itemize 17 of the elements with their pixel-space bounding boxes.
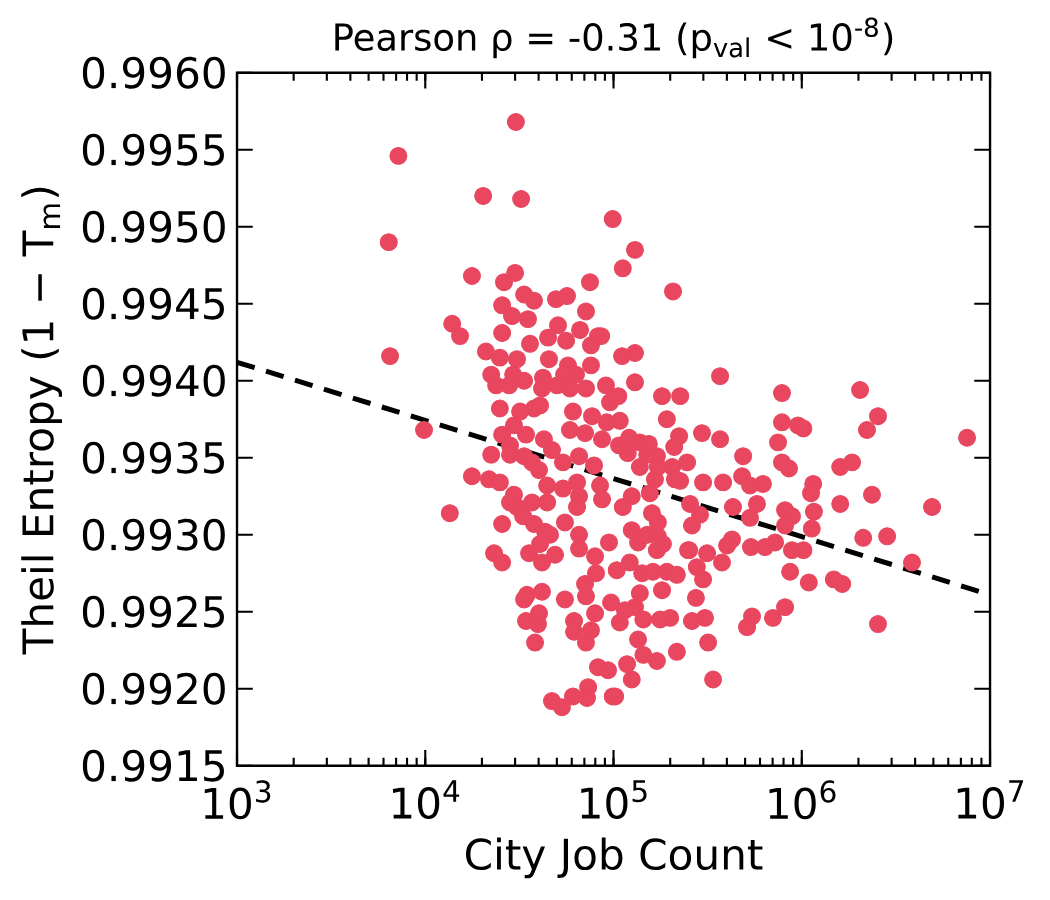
y-tick-label: 0.9940 bbox=[82, 364, 225, 397]
y-tick-label: 0.9915 bbox=[82, 749, 224, 782]
y-tick-label: 0.9945 bbox=[82, 287, 224, 320]
y-axis-title: Theil Entropy (1 − T$_{m}$) bbox=[21, 187, 63, 655]
x-tick-label: 10$^{7}$ bbox=[957, 780, 1024, 819]
y-tick-label: 0.9925 bbox=[82, 595, 224, 628]
y-tick-label: 0.9935 bbox=[82, 441, 224, 474]
chart-title: Pearson ρ = -0.31 (p$_{val}$ < 10$^{-8}$) bbox=[335, 17, 893, 59]
x-tick-label: 10$^{5}$ bbox=[581, 780, 647, 819]
y-tick-label: 0.9930 bbox=[82, 518, 225, 551]
x-tick-label: 10$^{4}$ bbox=[393, 780, 460, 819]
y-tick-label: 0.9960 bbox=[82, 56, 225, 89]
x-tick-label: 10$^{6}$ bbox=[769, 780, 836, 820]
x-axis-title: City Job Count bbox=[466, 837, 763, 879]
y-tick-label: 0.9950 bbox=[82, 210, 225, 243]
y-tick-label: 0.9920 bbox=[82, 672, 225, 705]
y-tick-label: 0.9955 bbox=[82, 133, 224, 166]
